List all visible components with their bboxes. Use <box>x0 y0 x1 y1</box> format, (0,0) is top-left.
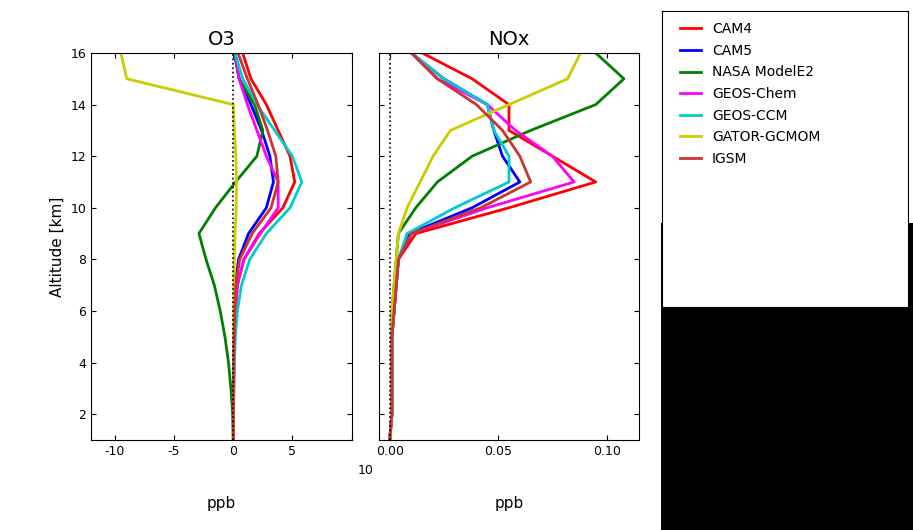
Text: ppb: ppb <box>494 496 524 511</box>
Title: NOx: NOx <box>488 30 530 49</box>
Y-axis label: Altitude [km]: Altitude [km] <box>50 196 65 297</box>
Title: O3: O3 <box>207 30 236 49</box>
Text: 10: 10 <box>357 464 373 477</box>
Legend: CAM4, CAM5, NASA ModelE2, GEOS-Chem, GEOS-CCM, GATOR-GCMOM, IGSM: CAM4, CAM5, NASA ModelE2, GEOS-Chem, GEO… <box>674 16 825 172</box>
Text: ppb: ppb <box>206 496 236 511</box>
